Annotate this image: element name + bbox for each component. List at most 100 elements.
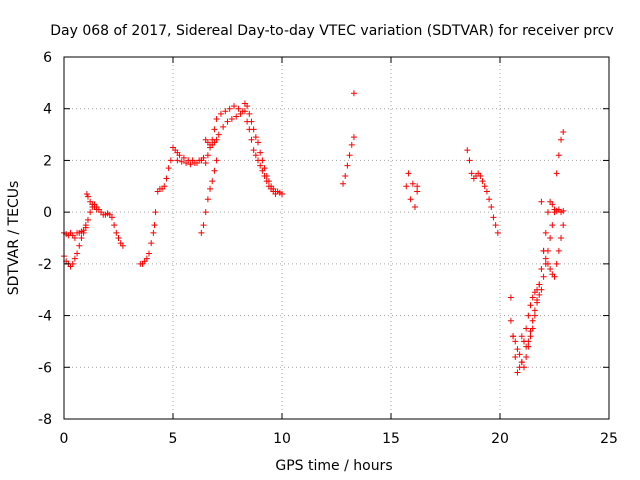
data-point xyxy=(252,152,259,159)
data-point xyxy=(152,209,159,216)
data-point xyxy=(222,108,229,115)
data-point xyxy=(163,175,170,182)
data-point xyxy=(560,128,567,135)
y-tick-label: -4 xyxy=(38,309,52,325)
data-point xyxy=(512,353,519,360)
data-point xyxy=(549,222,556,229)
data-point xyxy=(87,209,94,216)
data-point xyxy=(183,160,190,167)
data-point xyxy=(248,136,255,143)
y-tick-label: 2 xyxy=(43,153,52,169)
data-point xyxy=(143,255,150,262)
data-point xyxy=(340,180,347,187)
data-point xyxy=(146,250,153,257)
data-point xyxy=(246,110,253,117)
y-axis-label: SDTVAR / TECUs xyxy=(6,181,22,296)
data-point xyxy=(488,203,495,210)
data-point xyxy=(174,157,181,164)
data-point xyxy=(547,235,554,241)
data-point xyxy=(224,118,231,125)
data-point xyxy=(148,240,155,247)
data-point xyxy=(348,141,355,148)
y-tick-label: -6 xyxy=(38,360,52,376)
data-point xyxy=(529,317,536,324)
data-point xyxy=(350,134,357,141)
data-point xyxy=(555,152,562,159)
data-point xyxy=(346,152,353,159)
data-point xyxy=(529,294,536,301)
data-point xyxy=(200,154,207,161)
data-point xyxy=(481,183,488,190)
data-point xyxy=(151,222,158,229)
data-point xyxy=(204,196,211,203)
data-point xyxy=(226,105,233,112)
ticks xyxy=(63,56,610,420)
data-point xyxy=(241,108,248,115)
data-point xyxy=(414,183,421,190)
data-point xyxy=(93,206,100,213)
data-point xyxy=(523,343,530,350)
data-point xyxy=(531,307,538,314)
data-point xyxy=(492,222,499,229)
data-point xyxy=(414,188,421,195)
x-tick-label: 20 xyxy=(491,431,509,447)
data-points xyxy=(61,90,567,376)
data-point xyxy=(531,312,538,319)
data-point xyxy=(514,369,521,376)
data-point xyxy=(74,250,81,257)
data-point xyxy=(558,136,565,143)
data-point xyxy=(544,260,551,267)
data-point xyxy=(468,170,475,177)
data-point xyxy=(207,185,214,192)
data-point xyxy=(261,172,268,179)
data-point xyxy=(71,235,78,241)
data-point xyxy=(553,170,560,177)
data-point xyxy=(257,149,264,156)
data-point xyxy=(477,172,484,179)
y-tick-label: -8 xyxy=(38,412,52,428)
x-tick-label: 15 xyxy=(382,431,400,447)
data-point xyxy=(255,157,262,164)
data-point xyxy=(350,90,357,97)
data-point xyxy=(233,113,240,120)
data-point xyxy=(560,222,567,229)
data-point xyxy=(536,281,543,288)
data-point xyxy=(69,260,76,267)
x-tick-label: 25 xyxy=(600,431,618,447)
data-point xyxy=(213,157,220,164)
data-point xyxy=(83,191,90,198)
data-point xyxy=(272,191,279,198)
data-point xyxy=(228,116,235,123)
data-point xyxy=(279,191,285,198)
data-point xyxy=(409,180,416,187)
data-point xyxy=(252,134,259,141)
data-point xyxy=(213,136,220,143)
data-point xyxy=(411,203,418,210)
data-point xyxy=(518,359,525,366)
data-point xyxy=(80,229,87,236)
chart-title: Day 068 of 2017, Sidereal Day-to-day VTE… xyxy=(50,23,614,39)
data-point xyxy=(560,207,567,214)
data-point xyxy=(405,170,412,177)
data-point xyxy=(520,364,527,371)
y-tick-label: 4 xyxy=(43,102,52,118)
data-point xyxy=(486,196,493,203)
data-point xyxy=(525,338,532,345)
data-point xyxy=(78,235,85,241)
data-point xyxy=(525,312,532,319)
data-point xyxy=(111,222,118,229)
data-point xyxy=(540,273,547,280)
data-point xyxy=(246,126,253,133)
data-point xyxy=(534,297,541,304)
y-tick-label: 6 xyxy=(43,50,52,66)
data-point xyxy=(202,160,209,167)
data-point xyxy=(527,328,534,335)
data-point xyxy=(244,103,251,110)
data-point xyxy=(244,118,251,125)
data-point xyxy=(257,162,264,169)
y-tick-label: -2 xyxy=(38,257,52,273)
data-point xyxy=(466,157,473,164)
data-point xyxy=(187,161,194,168)
data-point xyxy=(259,167,266,174)
data-point xyxy=(231,103,238,110)
